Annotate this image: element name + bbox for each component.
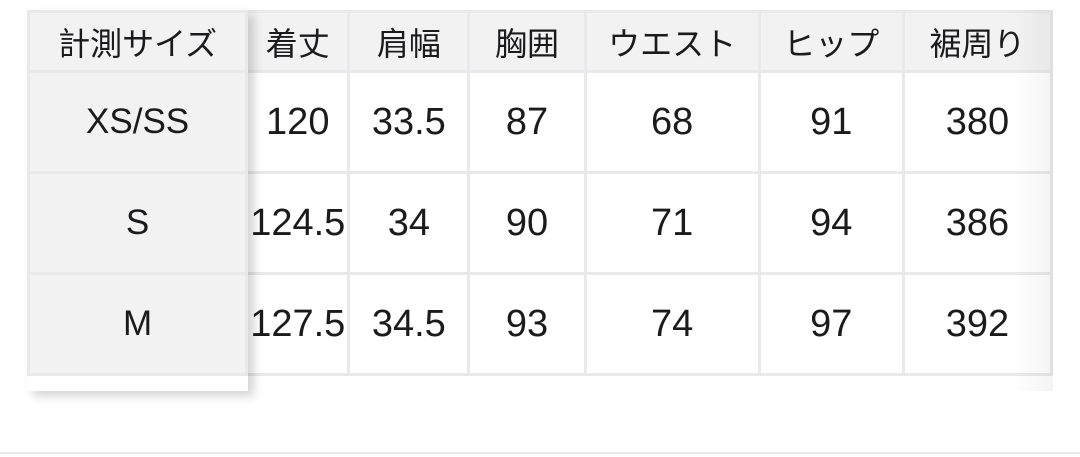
size-table-container: 計測サイズ 着丈 肩幅 胸囲 ウエスト ヒップ 裾周り XS/SS 120 33…: [26, 10, 1054, 391]
header-cell-hem: 裾周り: [901, 10, 1054, 73]
value-cell: 127.5: [245, 272, 351, 376]
value-cell: 120: [245, 70, 351, 174]
size-cell: M: [26, 272, 249, 376]
value-cell: 124.5: [245, 171, 351, 275]
page-section-divider: [0, 452, 1080, 454]
header-cell-hip: ヒップ: [757, 10, 905, 73]
value-cell: 90: [467, 171, 587, 275]
value-cell: 386: [901, 171, 1054, 275]
value-cell: 97: [757, 272, 905, 376]
header-cell-chest: 胸囲: [467, 10, 587, 73]
header-cell-measure-size: 計測サイズ: [26, 10, 249, 73]
table-row-xs-ss: XS/SS 120 33.5 87 68 91 380: [26, 70, 1054, 174]
value-cell: 71: [583, 171, 761, 275]
size-cell: XS/SS: [26, 70, 249, 174]
size-cell: S: [26, 171, 249, 275]
value-cell: 94: [757, 171, 905, 275]
value-cell: 91: [757, 70, 905, 174]
header-cell-shoulder-width: 肩幅: [347, 10, 471, 73]
header-row: 計測サイズ 着丈 肩幅 胸囲 ウエスト ヒップ 裾周り: [26, 10, 1054, 73]
value-cell: 33.5: [347, 70, 471, 174]
header-cell-waist: ウエスト: [583, 10, 761, 73]
value-cell: 74: [583, 272, 761, 376]
size-measurement-table: 計測サイズ 着丈 肩幅 胸囲 ウエスト ヒップ 裾周り XS/SS 120 33…: [26, 10, 1054, 376]
value-cell: 93: [467, 272, 587, 376]
value-cell: 34.5: [347, 272, 471, 376]
value-cell: 392: [901, 272, 1054, 376]
header-cell-length: 着丈: [245, 10, 351, 73]
table-row-s: S 124.5 34 90 71 94 386: [26, 171, 1054, 275]
value-cell: 68: [583, 70, 761, 174]
value-cell: 87: [467, 70, 587, 174]
table-row-m: M 127.5 34.5 93 74 97 392: [26, 272, 1054, 376]
value-cell: 34: [347, 171, 471, 275]
value-cell: 380: [901, 70, 1054, 174]
